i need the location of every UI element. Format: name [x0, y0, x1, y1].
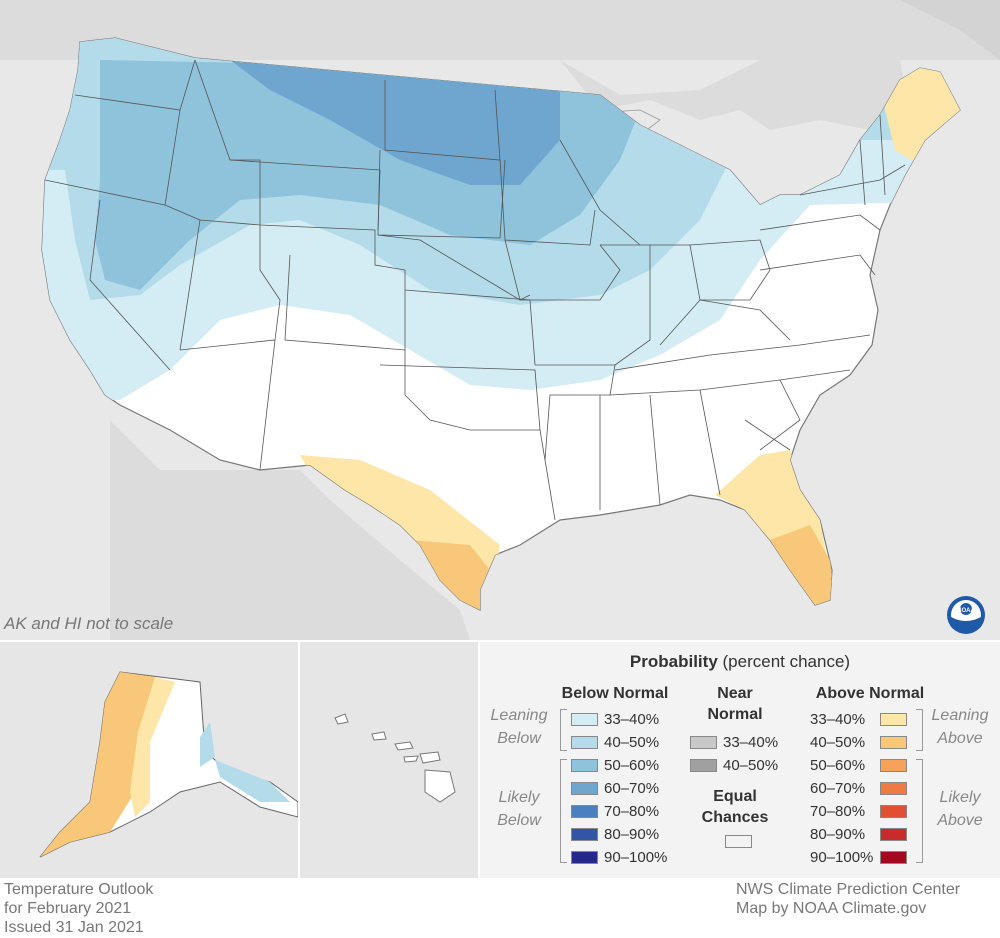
- above-label: 70–80%: [810, 802, 866, 820]
- above-swatch: [880, 804, 907, 818]
- above-swatch: [880, 712, 907, 726]
- near-label: 33–40%: [723, 733, 779, 751]
- scale-note: AK and HI not to scale: [4, 614, 174, 633]
- above-swatch: [880, 758, 907, 772]
- near-label: 40–50%: [723, 756, 779, 774]
- canada-east: [560, 40, 910, 130]
- legend-title: Probability (percent chance): [629, 652, 851, 671]
- above-row: 80–90%: [810, 824, 907, 844]
- leaning-above-label: Leaning Above: [931, 707, 989, 747]
- above-row: 50–60%: [810, 755, 907, 775]
- below-swatch: [571, 758, 598, 772]
- near-normal-header: Near Normal: [707, 685, 763, 723]
- conus-map: AK and HI not to scale NOAA: [0, 0, 1000, 640]
- above-swatch: [880, 850, 907, 864]
- above-label: 50–60%: [810, 756, 866, 774]
- below-swatch: [571, 781, 598, 795]
- hawaii-map: [300, 642, 478, 878]
- near-swatch: [690, 735, 717, 749]
- above-label: 40–50%: [810, 733, 866, 751]
- above-row: 70–80%: [810, 801, 907, 821]
- footer-title: Temperature Outlook: [4, 881, 154, 898]
- below-label: 70–80%: [604, 802, 660, 820]
- above-label: 90–100%: [810, 848, 874, 866]
- near-row: 40–50%: [690, 755, 778, 775]
- below-label: 60–70%: [604, 779, 660, 797]
- likely-below-label: Likely Below: [497, 789, 541, 829]
- below-row: 50–60%: [571, 755, 659, 775]
- above-row: 90–100%: [810, 847, 907, 867]
- footer-right: NWS Climate Prediction Center Map by NOA…: [736, 880, 960, 918]
- below-swatch: [571, 712, 598, 726]
- texas-above-40-50: [410, 540, 490, 610]
- above-swatch: [880, 781, 907, 795]
- above-row: 40–50%: [810, 732, 907, 752]
- below-row: 60–70%: [571, 778, 659, 798]
- below-label: 80–90%: [604, 825, 660, 843]
- below-swatch: [571, 735, 598, 749]
- above-normal-header: Above Normal: [815, 685, 925, 702]
- below-label: 90–100%: [604, 848, 668, 866]
- leaning-below-label: Leaning Below: [490, 707, 548, 747]
- footer-period: for February 2021: [4, 900, 132, 917]
- below-row: 70–80%: [571, 801, 659, 821]
- svg-text:NOAA: NOAA: [957, 608, 975, 614]
- below-label: 50–60%: [604, 756, 660, 774]
- below-swatch: [571, 850, 598, 864]
- alaska-inset: [0, 642, 298, 878]
- footer-issued: Issued 31 Jan 2021: [4, 919, 144, 936]
- alaska-map: [0, 642, 298, 878]
- state-borders: [44, 59, 906, 521]
- above-label: 60–70%: [810, 779, 866, 797]
- below-swatch: [571, 804, 598, 818]
- equal-chances-swatch: [725, 835, 752, 848]
- above-label: 33–40%: [810, 710, 866, 728]
- mexico-region: [110, 420, 470, 640]
- likely-above-label: Likely Above: [937, 789, 983, 829]
- above-row: 33–40%: [810, 709, 907, 729]
- below-label: 40–50%: [604, 733, 660, 751]
- footer-left: Temperature Outlook for February 2021 Is…: [4, 880, 153, 937]
- footer-source: NWS Climate Prediction Center: [736, 881, 961, 898]
- legend: Probability (percent chance) Below Norma…: [480, 642, 1000, 878]
- below-row: 40–50%: [571, 732, 659, 752]
- hawaii-inset: [300, 642, 478, 878]
- below-label: 33–40%: [604, 710, 660, 728]
- conus-map-graphic: [0, 0, 1000, 640]
- above-swatch: [880, 735, 907, 749]
- above-swatch: [880, 827, 907, 841]
- florida-above-40-50: [770, 525, 835, 610]
- equal-chances-header: Equal Chances: [701, 788, 769, 826]
- below-row: 80–90%: [571, 824, 659, 844]
- above-row: 60–70%: [810, 778, 907, 798]
- near-row: 33–40%: [690, 732, 778, 752]
- below-row: 90–100%: [571, 847, 667, 867]
- below-normal-header: Below Normal: [561, 685, 669, 702]
- below-60-70-zone: [230, 60, 560, 185]
- below-swatch: [571, 827, 598, 841]
- below-row: 33–40%: [571, 709, 659, 729]
- footer-credit: Map by NOAA Climate.gov: [736, 900, 927, 917]
- above-label: 80–90%: [810, 825, 866, 843]
- near-swatch: [690, 758, 717, 772]
